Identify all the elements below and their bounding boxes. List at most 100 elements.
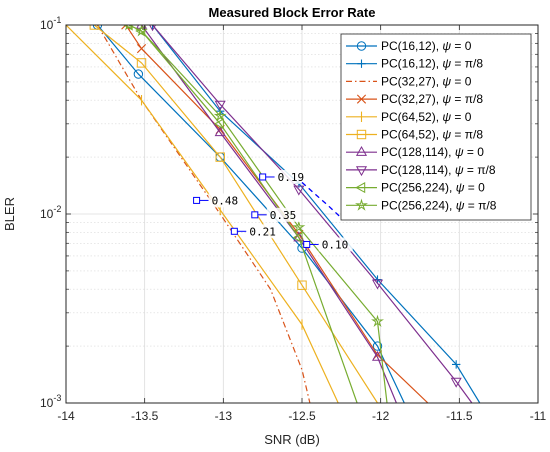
legend-label-main: PC(128,114),: [381, 145, 455, 159]
series-point: [293, 185, 305, 196]
y-tick-exponent: -2: [53, 204, 61, 214]
x-tick-label: -13: [215, 409, 233, 423]
legend-label-psi: ψ: [442, 74, 451, 88]
legend-entry-7: PC(128,114), ψ = π/8: [346, 163, 496, 177]
legend-label: PC(16,12), ψ = π/8: [381, 57, 483, 71]
data-tip-label: 0.35: [270, 209, 297, 222]
legend-label-value: = 0: [464, 181, 485, 195]
series-point: [371, 350, 384, 361]
series-point: [133, 69, 144, 79]
series-point: [149, 25, 157, 32]
data-tip-label: 0.48: [212, 194, 239, 207]
data-tip-1: 0.48: [193, 193, 243, 208]
series-point: [292, 220, 306, 233]
legend-label-main: PC(256,224),: [381, 198, 456, 212]
data-tip-label: 0.19: [278, 171, 305, 184]
y-tick-exponent: -3: [53, 393, 61, 403]
legend-entry-1: PC(16,12), ψ = π/8: [346, 57, 483, 71]
legend-marker: [356, 94, 367, 104]
legend-label: PC(16,12), ψ = 0: [381, 39, 472, 53]
series-point: [371, 279, 384, 290]
series-line: [93, 25, 381, 403]
data-tip-2: 0.35: [251, 207, 301, 222]
series-point: [148, 25, 157, 30]
series-point: [451, 360, 461, 369]
data-tip-label: 0.21: [249, 225, 276, 238]
legend-box: [340, 33, 532, 221]
y-tick-base: 10: [40, 18, 54, 32]
legend-label-psi: ψ: [442, 57, 451, 71]
series-point: [89, 25, 100, 30]
y-tick-base: 10: [40, 396, 54, 410]
legend-label-value: = π/8: [451, 128, 483, 142]
legend-entry-5: PC(64,52), ψ = π/8: [346, 128, 483, 142]
legend-label-main: PC(32,27),: [381, 74, 442, 88]
data-tip-marker: [303, 240, 311, 248]
legend-label-psi: ψ: [455, 163, 464, 177]
x-tick-label: -13.5: [131, 409, 159, 423]
legend-label-main: PC(32,27),: [381, 92, 442, 106]
legend-label-main: PC(64,52),: [381, 128, 442, 142]
series-5: [89, 25, 381, 403]
legend-label-main: PC(128,114),: [381, 163, 455, 177]
series-point: [292, 232, 303, 244]
data-tip-box: [246, 224, 281, 239]
x-tick-label: -12.5: [288, 409, 316, 423]
series-point: [371, 314, 384, 327]
legend-label-value: = 0: [451, 39, 472, 53]
legend-label: PC(256,224), ψ = 0: [381, 181, 485, 195]
series-2: [96, 25, 311, 403]
legend-marker: [355, 166, 368, 177]
legend-marker: [357, 59, 366, 68]
data-tip-3: 0.21: [230, 224, 281, 239]
data-tip-marker: [193, 196, 201, 204]
legend-label: PC(32,27), ψ = π/8: [381, 92, 483, 106]
data-tip-box: [208, 193, 243, 208]
series-point: [214, 126, 226, 137]
series-point: [213, 109, 227, 122]
data-tip-label: 0.10: [322, 238, 349, 251]
legend-label: PC(256,224), ψ = π/8: [381, 198, 497, 212]
legend-label-psi: ψ: [442, 92, 451, 106]
legend-label-psi: ψ: [442, 39, 451, 53]
data-tip-marker: [251, 211, 259, 219]
series-line: [96, 25, 311, 403]
legend-label: PC(32,27), ψ = 0: [381, 74, 472, 88]
series-point: [213, 118, 224, 130]
x-tick-label: -11: [530, 409, 547, 423]
x-tick-label: -11.5: [446, 409, 473, 423]
y-tick-label: 10-3: [40, 393, 61, 410]
data-tip-box: [318, 237, 353, 252]
y-tick-base: 10: [40, 207, 54, 221]
chart-title: Measured Block Error Rate: [209, 5, 376, 20]
legend-label-value: = 0: [451, 74, 472, 88]
x-tick-label: -12: [372, 409, 390, 423]
legend-marker: [356, 129, 367, 140]
legend-label-psi: ψ: [442, 110, 451, 124]
annotation-layer: 0.19 0.48 0.35 0.21 0.10: [193, 169, 353, 252]
legend-label: PC(128,114), ψ = π/8: [381, 163, 496, 177]
series-line: [152, 25, 481, 403]
legend-label-main: PC(16,12),: [381, 39, 442, 53]
legend-label-value: = 0: [451, 110, 472, 124]
series-layer: [66, 25, 481, 403]
series-line: [152, 25, 473, 403]
legend-marker: [355, 145, 368, 156]
legend-label-value: = π/8: [451, 92, 483, 106]
legend-label: PC(64,52), ψ = 0: [381, 110, 472, 124]
legend-label-main: PC(64,52),: [381, 110, 442, 124]
legend-marker: [356, 41, 367, 51]
legend-label: PC(64,52), ψ = π/8: [381, 128, 483, 142]
data-tip-box: [266, 207, 301, 222]
series-point: [124, 25, 133, 31]
legend-marker: [355, 198, 368, 211]
legend-label-psi: ψ: [456, 198, 465, 212]
series-point: [450, 377, 462, 388]
legend: PC(16,12), ψ = 0PC(16,12), ψ = π/8PC(32,…: [340, 33, 532, 221]
series-point: [136, 58, 147, 68]
legend-label-main: PC(16,12),: [381, 57, 442, 71]
y-tick-label: 10-1: [40, 15, 61, 32]
series-point: [215, 152, 225, 162]
